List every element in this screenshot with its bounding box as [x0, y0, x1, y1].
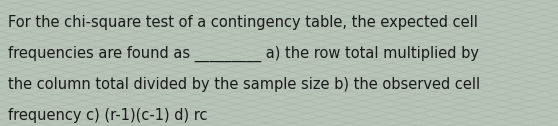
Text: For the chi-square test of a contingency table, the expected cell: For the chi-square test of a contingency…: [8, 15, 478, 30]
Text: the column total divided by the sample size b) the observed cell: the column total divided by the sample s…: [8, 77, 480, 92]
Text: frequency c) (r-1)(c-1) d) rc: frequency c) (r-1)(c-1) d) rc: [8, 108, 208, 123]
Text: frequencies are found as _________ a) the row total multiplied by: frequencies are found as _________ a) th…: [8, 46, 479, 62]
